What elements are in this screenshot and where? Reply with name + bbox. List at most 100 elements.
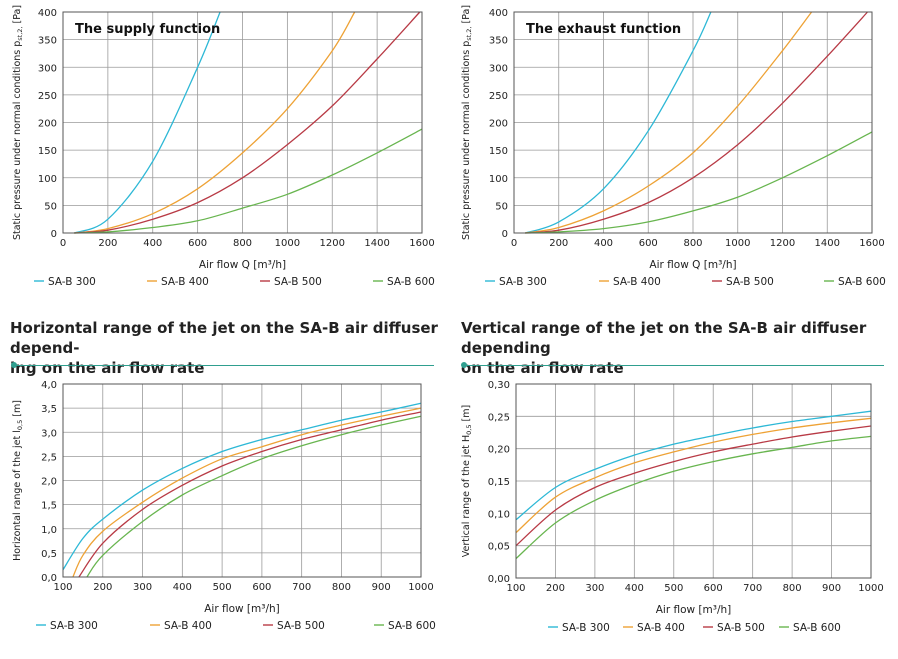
vertical-legend-label: SA-B 400 [637,622,685,634]
exhaust-y-tick-label: 0 [502,229,508,240]
supply-y-tick-label: 0 [51,229,57,240]
supply-x-tick-label: 400 [143,238,162,249]
supply-legend-label: SA-B 500 [274,276,322,288]
horizontal-legend-label: SA-B 300 [50,620,98,632]
exhaust-y-tick-label: 100 [489,174,508,185]
vertical-x-tick-label: 900 [822,583,841,594]
horizontal-plot-border [62,383,422,578]
exhaust-y-tick-label: 300 [489,63,508,74]
supply-x-axis-label: Air flow Q [m³/h] [199,259,286,271]
horizontal-range-chart-panel: 100 200 300 400 500 600 700 800 900 1000 0,0 0,5 1,0… [0,372,449,655]
horizontal-y-tick-label: 0,5 [41,549,57,560]
vertical-legend-label: SA-B 300 [562,622,610,634]
horizontal-y-tick-label: 2,5 [41,452,57,463]
vertical-x-tick-label: 400 [625,583,644,594]
exhaust-x-tick-label: 600 [639,238,658,249]
horizontal-x-tick-label: 900 [372,582,391,593]
supply-chart: 0 200 400 600 800 1000 1200 1400 1600 0 50 100 150 20… [12,5,435,288]
horizontal-y-axis-label-main: Horizontal range of the jet l [12,430,23,561]
exhaust-legend-label: SA-B 500 [726,276,774,288]
exhaust-chart-title: The exhaust function [526,22,681,37]
horizontal-y-axis-label: Horizontal range of the jet l0,5 [m] [12,400,24,561]
supply-y-tick-label: 50 [44,201,57,212]
supply-legend-label: SA-B 600 [387,276,435,288]
horizontal-range-chart: 100 200 300 400 500 600 700 800 900 1000 0,0 0,5 1,0… [12,380,436,632]
supply-chart-title: The supply function [75,22,220,37]
exhaust-y-tick-label: 250 [489,91,508,102]
supply-x-tick-label: 1000 [275,238,300,249]
exhaust-y-axis-label-sub: st,2, [465,27,473,41]
horizontal-series-line-sa-b-400 [72,407,422,578]
horizontal-series-line-sa-b-300 [62,402,422,571]
vertical-x-tick-label: 200 [546,583,565,594]
vertical-x-tick-label: 500 [664,583,683,594]
exhaust-series-line-sa-b-400 [525,11,813,234]
vertical-x-axis-label: Air flow [m³/h] [656,604,732,616]
vertical-y-tick-label: 0,15 [488,477,510,488]
horizontal-y-tick-label: 1,5 [41,501,57,512]
exhaust-x-tick-label: 200 [549,238,568,249]
exhaust-x-tick-label: 1600 [859,238,884,249]
vertical-x-tick-label: 100 [506,583,525,594]
supply-series-line-sa-b-400 [74,11,356,234]
vertical-x-tick-label: 300 [585,583,604,594]
horizontal-heading-rule [14,365,434,366]
exhaust-x-tick-label: 0 [511,238,517,249]
horizontal-y-axis-label-unit: [m] [12,400,23,420]
horizontal-x-tick-label: 600 [252,582,271,593]
exhaust-x-tick-label: 1200 [770,238,795,249]
vertical-heading-rule [464,365,884,366]
vertical-y-tick-label: 0,25 [488,412,510,423]
vertical-y-axis-label-unit: [m] [461,405,472,425]
exhaust-series-line-sa-b-300 [525,11,712,234]
horizontal-range-heading: Horizontal range of the jet on the SA-B … [10,318,440,378]
vertical-series-line-sa-b-600 [515,435,872,560]
exhaust-legend-label: SA-B 400 [613,276,661,288]
supply-x-tick-label: 600 [188,238,207,249]
vertical-range-chart: 100 200 300 400 500 600 700 800 900 1000 0,00 0,05 0… [461,380,884,634]
supply-y-axis-label-sub: st,2, [16,27,24,41]
vertical-range-heading-line-2: on the air flow rate [461,359,624,377]
vertical-y-tick-label: 0,05 [488,542,510,553]
supply-legend-label: SA-B 300 [48,276,96,288]
vertical-y-axis-label-main: Vertical range of the jet H [461,435,472,557]
exhaust-x-tick-label: 1000 [725,238,750,249]
horizontal-x-tick-label: 200 [93,582,112,593]
horizontal-legend-label: SA-B 500 [277,620,325,632]
exhaust-x-tick-label: 400 [594,238,613,249]
supply-x-tick-label: 1200 [320,238,345,249]
vertical-y-axis-label: Vertical range of the jet H0,5 [m] [461,405,473,557]
horizontal-y-tick-label: 3,5 [41,404,57,415]
horizontal-legend-label: SA-B 600 [388,620,436,632]
vertical-x-tick-label: 800 [783,583,802,594]
supply-chart-panel: 0 200 400 600 800 1000 1200 1400 1600 0 50 100 150 20… [0,0,449,300]
vertical-y-axis-label-sub: 0,5 [465,424,473,434]
vertical-x-tick-label: 700 [743,583,762,594]
supply-y-tick-label: 200 [38,119,57,130]
supply-y-tick-label: 100 [38,174,57,185]
vertical-y-tick-label: 0,30 [488,380,510,391]
vertical-x-tick-label: 600 [704,583,723,594]
supply-y-axis-label: Static pressure under normal conditions … [12,5,24,240]
exhaust-x-tick-label: 800 [683,238,702,249]
horizontal-x-tick-label: 1000 [408,582,433,593]
vertical-series-line-sa-b-400 [515,417,872,534]
horizontal-y-tick-label: 2,0 [41,477,57,488]
vertical-y-tick-label: 0,10 [488,509,510,520]
horizontal-series-line-sa-b-600 [86,415,422,578]
vertical-plot-border [515,383,872,579]
vertical-series-line-sa-b-500 [515,425,872,547]
exhaust-plot-border [513,11,873,234]
horizontal-y-tick-label: 3,0 [41,428,57,439]
horizontal-range-heading-line-2: ing on the air flow rate [10,359,205,377]
vertical-x-tick-label: 1000 [858,583,883,594]
horizontal-y-tick-label: 0,0 [41,573,57,584]
exhaust-y-tick-label: 150 [489,146,508,157]
supply-series-line-sa-b-600 [74,128,423,234]
supply-plot-border [62,11,423,234]
exhaust-y-tick-label: 50 [495,201,508,212]
horizontal-x-tick-label: 400 [173,582,192,593]
supply-y-axis-label-main: Static pressure under normal conditions … [12,41,23,240]
exhaust-x-tick-label: 1400 [815,238,840,249]
horizontal-x-tick-label: 100 [53,582,72,593]
